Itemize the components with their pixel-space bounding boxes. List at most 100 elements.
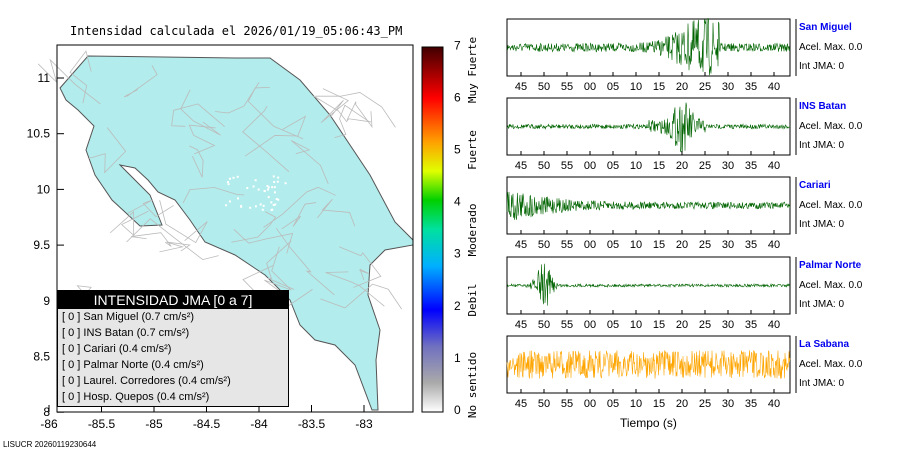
time-tick-label: 35: [745, 160, 757, 172]
road: [37, 58, 101, 105]
road: [87, 127, 127, 174]
station-name: La Sabana: [799, 339, 850, 350]
city-dot: [226, 181, 229, 184]
legend-intensity: [ 0 ]: [62, 327, 81, 339]
time-tick-label: 00: [584, 239, 596, 251]
colorbar-tick: 6: [454, 90, 461, 104]
time-tick-label: 40: [768, 160, 780, 172]
road: [315, 92, 396, 128]
colorbar-tick: 1: [454, 351, 461, 365]
road: [313, 95, 372, 123]
time-tick-label: 55: [561, 81, 573, 93]
colorbar-tick: 2: [454, 299, 461, 313]
road: [69, 50, 92, 104]
time-tick-label: 30: [722, 398, 734, 410]
time-tick-label: 15: [653, 160, 665, 172]
city-dot: [275, 198, 278, 201]
time-tick-label: 10: [630, 398, 642, 410]
colorbar-tick: 5: [454, 143, 461, 157]
city-dot: [273, 186, 276, 189]
time-tick-label: 20: [676, 81, 688, 93]
time-tick-label: 55: [561, 239, 573, 251]
legend-intensity: [ 0 ]: [62, 311, 81, 323]
city-dot: [277, 198, 280, 201]
road: [233, 229, 294, 254]
road: [180, 89, 221, 136]
time-tick-label: 25: [699, 398, 711, 410]
road: [159, 241, 191, 253]
legend-station: Hosp. Quepos (0.4 cm/s²): [83, 391, 210, 403]
city-dot: [270, 208, 273, 211]
time-tick-label: 50: [538, 81, 550, 93]
legend-row: [ 0 ] Laurel. Corredores (0.4 cm/s²): [58, 373, 288, 389]
road: [281, 202, 317, 230]
colorbar-label: Fuerte: [466, 130, 479, 170]
city-dot: [259, 203, 262, 206]
city-dot: [276, 180, 279, 183]
waveform: [506, 102, 791, 153]
colorbar-tick: 4: [454, 195, 461, 209]
jma-intensity: Int JMA: 0: [799, 61, 845, 72]
road: [334, 104, 370, 139]
time-tick-label: 30: [722, 319, 734, 331]
road: [317, 199, 356, 227]
city-dot: [263, 189, 266, 192]
city-dot: [254, 205, 257, 208]
footer: LISUCR 20260119230644: [3, 440, 97, 449]
lat-tick-label: 11: [38, 71, 51, 85]
road: [131, 232, 172, 247]
city-dot: [273, 180, 276, 183]
time-tick-label: 50: [538, 398, 550, 410]
legend-row: [ 0 ] Hosp. Quepos (0.4 cm/s²): [58, 389, 288, 405]
road: [231, 211, 277, 243]
road: [189, 145, 204, 178]
lon-tick-label: -85: [145, 417, 163, 431]
legend-station: San Miguel (0.7 cm/s²): [83, 311, 195, 323]
time-tick-label: 50: [538, 160, 550, 172]
lon-tick-label: -83.5: [298, 417, 326, 431]
station-name: San Miguel: [799, 22, 852, 33]
legend-row: [ 0 ] Palmar Norte (0.4 cm/s²): [58, 357, 288, 373]
legend-row: [ 0 ] Cariari (0.4 cm/s²): [58, 341, 288, 357]
road: [264, 246, 292, 295]
city-dot: [272, 204, 275, 207]
time-tick-label: 55: [561, 160, 573, 172]
time-tick-label: 15: [653, 81, 665, 93]
map-title: Intensidad calculada el 2026/01/19_05:06…: [70, 24, 403, 38]
time-tick-label: 50: [538, 239, 550, 251]
time-tick-label: 10: [630, 319, 642, 331]
time-tick-label: 45: [515, 319, 527, 331]
time-tick-label: 05: [607, 398, 619, 410]
colorbar-tick: 0: [454, 403, 461, 417]
colorbar-label: Muy Fuerte: [466, 37, 479, 103]
station-name: INS Batan: [799, 101, 847, 112]
road: [188, 124, 216, 155]
station-info: Palmar Norte Acel. Max. 0.0 Int JMA: 0: [799, 260, 862, 318]
city-dot: [254, 179, 257, 182]
waveform: [506, 191, 791, 220]
station-info: INS Batan Acel. Max. 0.0 Int JMA: 0: [799, 101, 862, 159]
time-tick-label: 40: [768, 319, 780, 331]
time-tick-label: 05: [607, 81, 619, 93]
time-tick-label: 20: [676, 239, 688, 251]
city-dot: [284, 182, 287, 185]
time-tick-label: 35: [745, 398, 757, 410]
time-tick-label: 45: [515, 81, 527, 93]
legend-row: [ 0 ] San Miguel (0.7 cm/s²): [58, 309, 288, 325]
city-dot: [228, 177, 231, 180]
road: [359, 268, 370, 281]
road: [123, 65, 158, 98]
lon-tick-label: -84.5: [193, 417, 221, 431]
station-name: Palmar Norte: [799, 260, 862, 271]
city-dot: [261, 208, 264, 211]
legend-intensity: [ 0 ]: [62, 375, 81, 387]
colorbar-tick: 7: [454, 38, 461, 52]
max-accel: Acel. Max. 0.0: [799, 121, 863, 132]
city-dot: [249, 206, 252, 209]
time-tick-label: 25: [699, 81, 711, 93]
legend-station: Laurel. Corredores (0.4 cm/s²): [83, 375, 231, 387]
legend-row: [ 0 ] INS Batan (0.7 cm/s²): [58, 325, 288, 341]
time-tick-label: 05: [607, 160, 619, 172]
road: [320, 88, 350, 124]
